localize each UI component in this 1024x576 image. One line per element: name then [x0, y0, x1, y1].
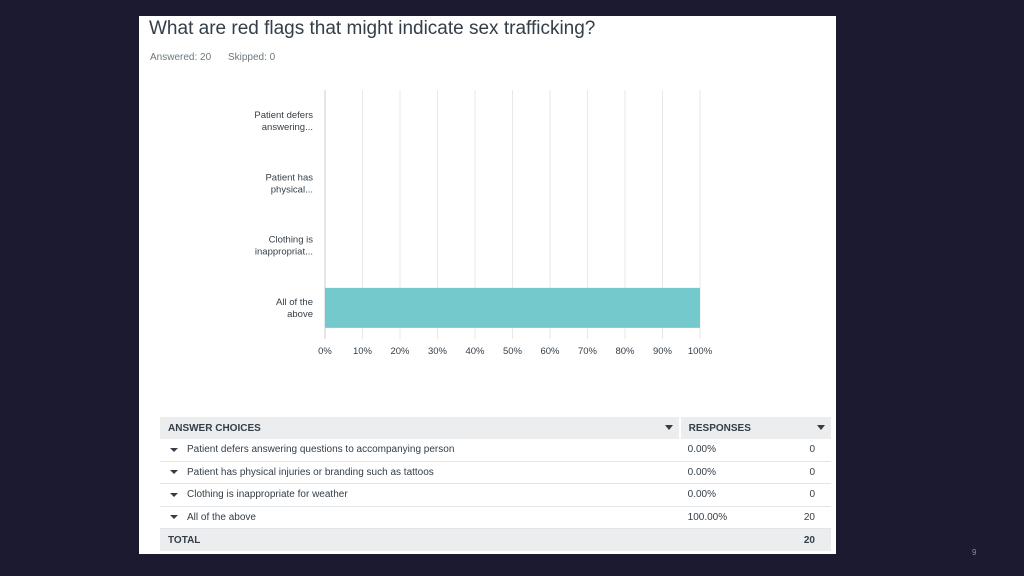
response-count: 20 — [780, 506, 831, 529]
table-row: Patient has physical injuries or brandin… — [160, 461, 831, 484]
answer-choice-label: Clothing is inappropriate for weather — [187, 489, 348, 501]
answer-choices-header[interactable]: ANSWER CHOICES — [160, 417, 680, 439]
category-label: Patient has physical... — [265, 172, 313, 195]
x-tick-label: 10% — [353, 346, 373, 357]
sort-down-icon[interactable] — [664, 425, 673, 430]
answer-choice-label: Patient has physical injuries or brandin… — [187, 466, 434, 478]
question-title: What are red flags that might indicate s… — [149, 18, 596, 39]
survey-results-panel: What are red flags that might indicate s… — [139, 16, 836, 554]
x-tick-label: 0% — [318, 346, 332, 357]
table-row: Patient defers answering questions to ac… — [160, 439, 831, 462]
sort-down-icon[interactable] — [817, 425, 825, 430]
x-tick-label: 90% — [653, 346, 673, 357]
category-label: Clothing is inappropriat... — [255, 235, 313, 258]
response-percent: 0.00% — [679, 483, 781, 507]
table-total-row: TOTAL 20 — [160, 528, 831, 551]
responses-header[interactable]: RESPONSES — [678, 417, 831, 439]
table-row: All of the above 100.00% 20 — [160, 506, 831, 529]
x-tick-label: 50% — [503, 346, 523, 357]
answer-choice-label: All of the above — [187, 511, 256, 523]
x-tick-label: 30% — [428, 346, 448, 357]
expand-caret-icon[interactable] — [170, 470, 178, 475]
table-header-row: ANSWER CHOICES RESPONSES — [160, 417, 831, 439]
response-percent: 100.00% — [679, 506, 781, 529]
response-count: 0 — [780, 483, 831, 507]
category-label: All of the above — [276, 297, 313, 320]
x-tick-label: 40% — [465, 346, 485, 357]
response-percent: 0.00% — [679, 439, 781, 462]
response-meta: Answered: 20 Skipped: 0 — [150, 52, 289, 63]
x-tick-label: 60% — [540, 346, 560, 357]
response-count: 0 — [780, 461, 831, 484]
x-tick-label: 70% — [578, 346, 598, 357]
response-percent: 0.00% — [679, 461, 781, 484]
bar — [325, 287, 700, 328]
expand-caret-icon[interactable] — [170, 447, 178, 452]
x-tick-label: 20% — [390, 346, 410, 357]
table-row: Clothing is inappropriate for weather 0.… — [160, 483, 831, 507]
answered-count: Answered: 20 — [150, 52, 212, 63]
skipped-count: Skipped: 0 — [227, 52, 276, 63]
expand-caret-icon[interactable] — [170, 492, 178, 497]
total-label: TOTAL — [160, 528, 680, 551]
total-count: 20 — [780, 528, 831, 551]
page-number: 9 — [972, 548, 977, 557]
x-tick-label: 80% — [615, 346, 635, 357]
bar-chart: 0% 10% 20% 30% 40% 50% 60% 70% 80% 90% 100% Patient… — [254, 90, 713, 357]
expand-caret-icon[interactable] — [170, 515, 178, 520]
answer-table: ANSWER CHOICES RESPONSES Patient defers … — [160, 417, 831, 551]
category-label: Patient defers answering... — [254, 110, 313, 133]
response-count: 0 — [780, 439, 831, 462]
x-tick-label: 100% — [688, 346, 713, 357]
answer-choice-label: Patient defers answering questions to ac… — [187, 444, 455, 456]
